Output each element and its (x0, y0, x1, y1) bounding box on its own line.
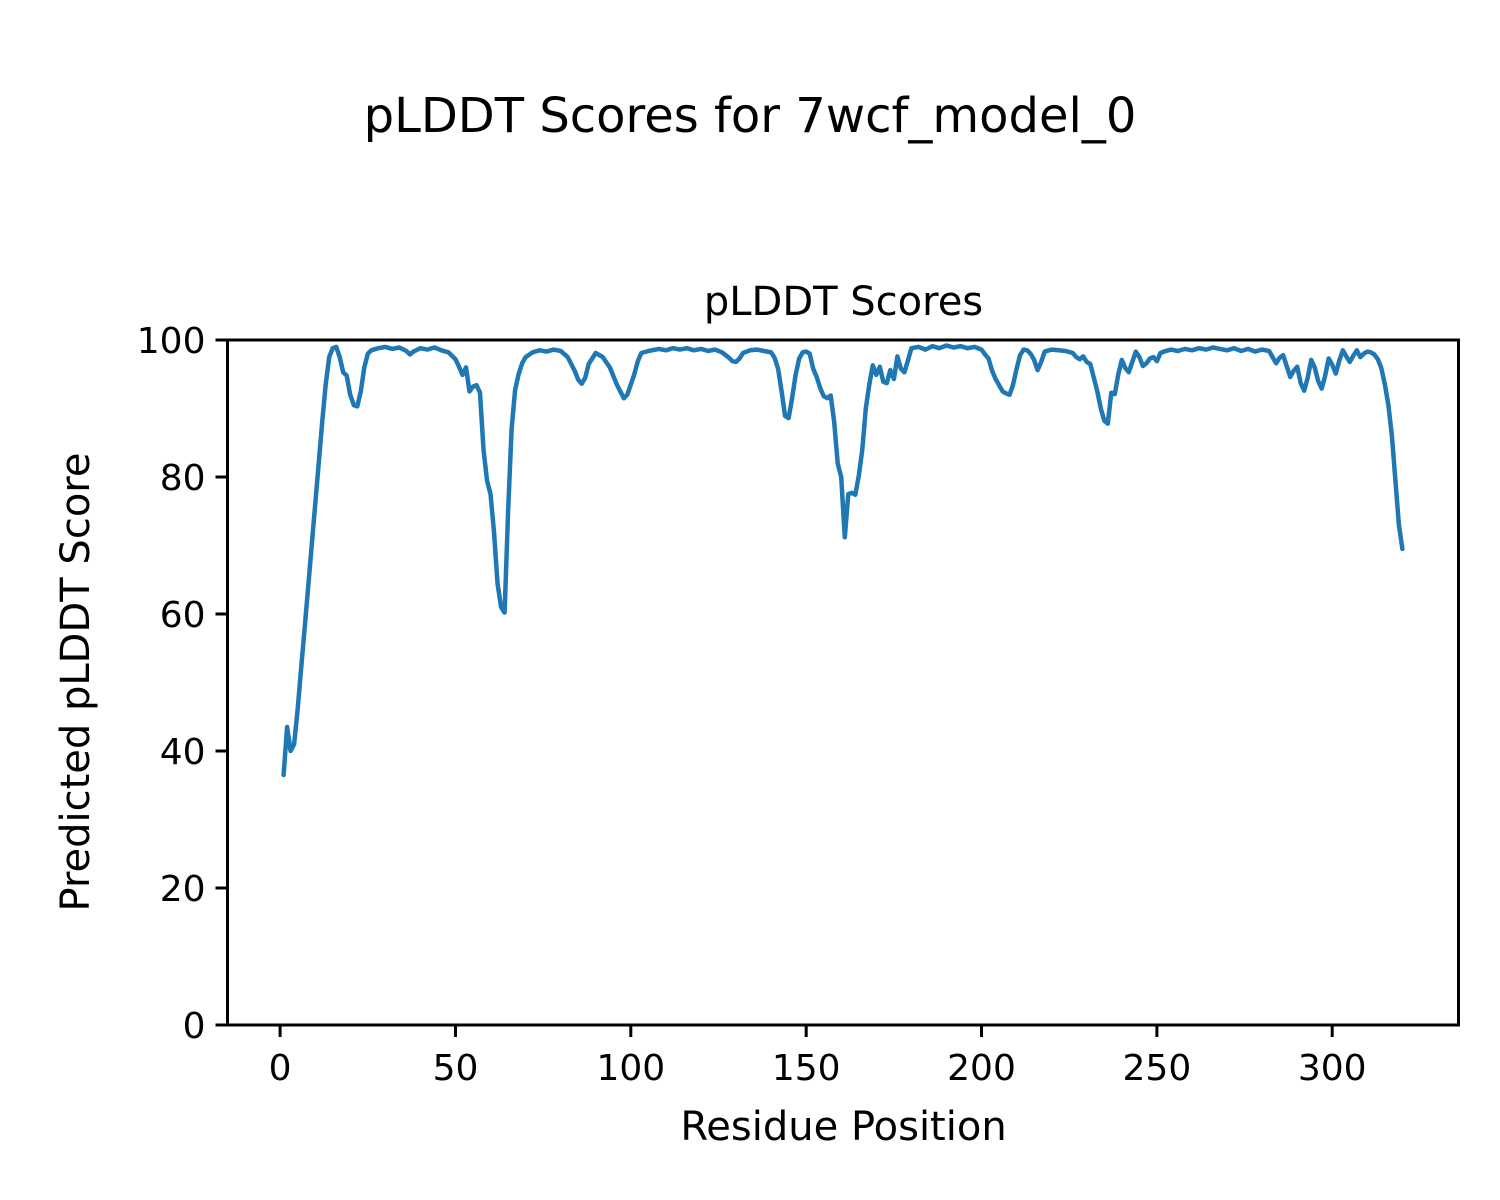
x-tick-label: 100 (596, 1048, 665, 1089)
y-axis-label: Predicted pLDDT Score (53, 452, 99, 912)
y-tick-label: 60 (160, 595, 206, 636)
y-tick-label: 0 (183, 1006, 206, 1047)
x-axis-label: Residue Position (680, 1104, 1007, 1150)
y-tick-label: 20 (160, 869, 206, 910)
x-tick-label: 50 (433, 1048, 479, 1089)
x-tick-label: 200 (947, 1048, 1016, 1089)
y-tick-label: 40 (160, 732, 206, 773)
plddt-line (281, 343, 1405, 778)
x-tick-label: 150 (772, 1048, 841, 1089)
x-tick-label: 300 (1298, 1048, 1367, 1089)
y-axis-ticks: 0 20 40 60 80 100 (137, 321, 228, 1047)
axes-title: pLDDT Scores (703, 279, 984, 325)
y-tick-label: 100 (137, 321, 206, 362)
plot-spines (226, 338, 1460, 1027)
figure-title: pLDDT Scores for 7wcf_model_0 (363, 88, 1137, 144)
y-tick-label: 80 (160, 458, 206, 499)
x-axis-ticks: 0 50 100 150 200 250 300 (269, 1025, 1367, 1089)
x-tick-label: 0 (269, 1048, 292, 1089)
x-tick-label: 250 (1123, 1048, 1192, 1089)
